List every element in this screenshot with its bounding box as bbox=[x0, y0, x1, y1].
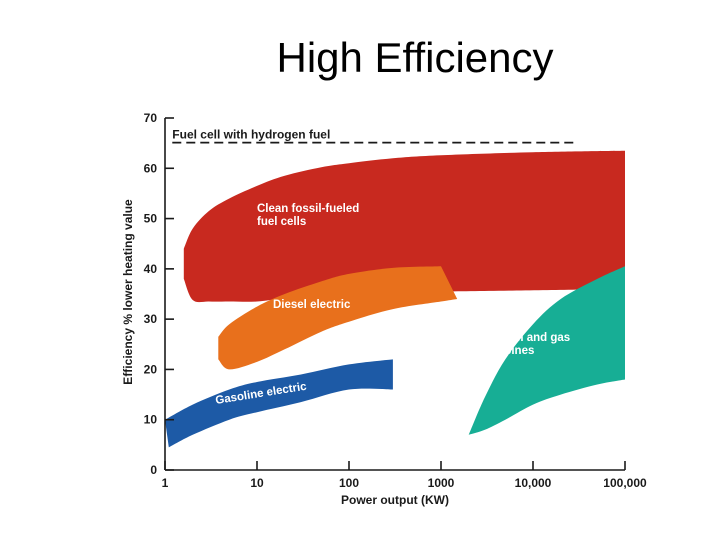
axes-layer: 0 10 20 30 40 50 60 70 1 10 100 1000 10,000 100,000 Po… bbox=[121, 111, 647, 507]
band-diesel-electric bbox=[218, 266, 458, 370]
y-tick-label: 40 bbox=[144, 262, 158, 276]
y-tick-label: 50 bbox=[144, 212, 158, 226]
band-layer bbox=[165, 150, 626, 448]
band-label-diesel-electric: Diesel electric bbox=[273, 299, 351, 311]
y-tick-label: 70 bbox=[144, 111, 158, 125]
x-tick-label: 1 bbox=[162, 476, 169, 490]
band-gasoline-electric bbox=[165, 359, 393, 448]
y-tick-label: 60 bbox=[144, 161, 158, 175]
y-tick-label: 0 bbox=[150, 463, 157, 477]
x-tick-label: 100,000 bbox=[603, 476, 647, 490]
x-tick-label: 100 bbox=[339, 476, 359, 490]
band-label-clean-fossil-fueled-fuel-cells: Clean fossil-fueled fuel cells bbox=[257, 203, 359, 228]
x-tick-label: 1000 bbox=[428, 476, 455, 490]
band-clean-fossil-fueled-fuel-cells bbox=[183, 150, 626, 303]
band-label-steam-and-gas-turbines: Steam and gas turbines bbox=[489, 332, 570, 357]
band-steam-and-gas-turbines bbox=[468, 266, 625, 435]
x-tick-label: 10,000 bbox=[515, 476, 552, 490]
y-tick-label: 20 bbox=[144, 362, 158, 376]
x-tick-label: 10 bbox=[250, 476, 264, 490]
slide-title: High Efficiency bbox=[276, 34, 554, 81]
x-axis-title: Power output (KW) bbox=[341, 493, 449, 507]
reference-line-label: Fuel cell with hydrogen fuel bbox=[172, 128, 330, 142]
y-tick-label: 30 bbox=[144, 312, 158, 326]
y-tick-label: 10 bbox=[144, 413, 158, 427]
y-axis-title: Efficiency % lower heating value bbox=[121, 199, 135, 385]
